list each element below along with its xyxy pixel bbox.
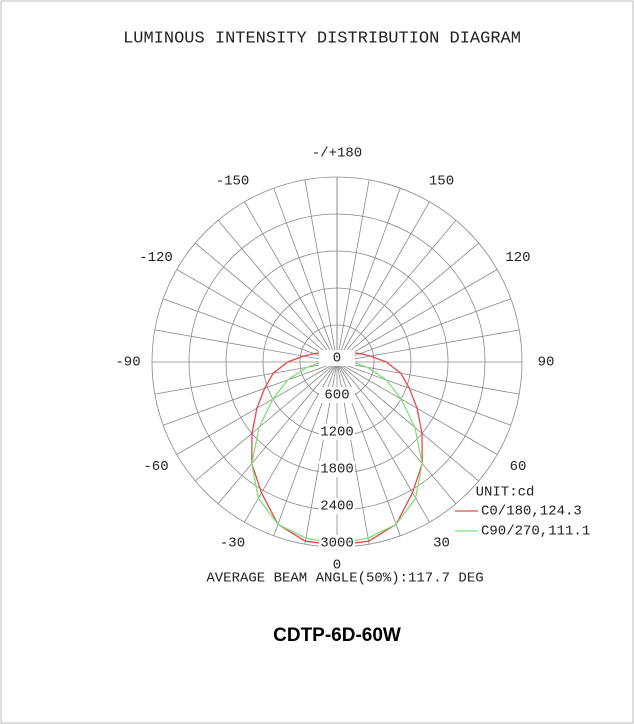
grid-spoke — [163, 298, 338, 363]
angle-tick-label: 120 — [505, 250, 530, 266]
footer: AVERAGE BEAM ANGLE(50%):117.7 DEG — [206, 571, 483, 587]
angle-tick-label: 0 — [333, 558, 341, 574]
r-tick-label: 600 — [324, 388, 349, 404]
grid-spoke — [217, 220, 338, 363]
legend-label: C90/270,111.1 — [481, 524, 590, 540]
r-label-bg — [319, 461, 355, 477]
angle-tick-label: -120 — [139, 250, 173, 266]
angle-tick-label: -90 — [115, 355, 140, 371]
grid-spoke — [304, 179, 338, 363]
r-label-bg — [319, 387, 355, 403]
grid-spoke — [195, 361, 338, 482]
r-tick-label: 1800 — [320, 462, 354, 478]
r-tick-label: 3000 — [320, 536, 354, 552]
angle-tick-label: 90 — [538, 355, 555, 371]
angle-tick-label: -/+180 — [312, 146, 362, 162]
chart-title: LUMINOUS INTENSITY DISTRIBUTION DIAGRAM — [123, 29, 521, 48]
r-tick-label: 2400 — [320, 499, 354, 515]
grid-spoke — [176, 269, 338, 363]
grid-spoke — [273, 188, 338, 363]
grid-spoke — [336, 298, 511, 363]
grid-spoke — [244, 201, 338, 363]
grid-spoke — [336, 361, 479, 482]
r-tick-label: 1200 — [320, 425, 354, 441]
grid-spoke — [336, 242, 479, 363]
angle-tick-label: 30 — [433, 536, 450, 552]
grid-spoke — [336, 188, 401, 363]
legend-label: C0/180,124.3 — [481, 504, 582, 520]
grid-spoke — [336, 361, 511, 426]
grid-spoke — [336, 361, 457, 504]
r-label-bg — [319, 424, 355, 440]
r-label-bg — [319, 498, 355, 514]
angle-tick-label: -150 — [216, 174, 250, 190]
r-label-bg — [319, 535, 355, 551]
model: CDTP-6D-60W — [273, 625, 401, 646]
grid-spoke — [217, 361, 338, 504]
grid-spoke — [154, 329, 338, 363]
angle-tick-label: -30 — [220, 536, 245, 552]
grid-spoke — [195, 242, 338, 363]
grid-spoke — [336, 329, 520, 363]
grid-spoke — [336, 201, 430, 363]
r-tick-label: 0 — [333, 351, 341, 367]
grid-spoke — [336, 269, 498, 363]
unit-label: UNIT:cd — [476, 485, 535, 501]
grid-spoke — [336, 220, 457, 363]
angle-tick-label: 60 — [510, 459, 527, 475]
angle-tick-label: -60 — [143, 459, 168, 475]
r-label-bg — [319, 350, 355, 366]
angle-tick-label: 150 — [429, 174, 454, 190]
grid-spoke — [336, 179, 370, 363]
grid-spoke — [163, 361, 338, 426]
